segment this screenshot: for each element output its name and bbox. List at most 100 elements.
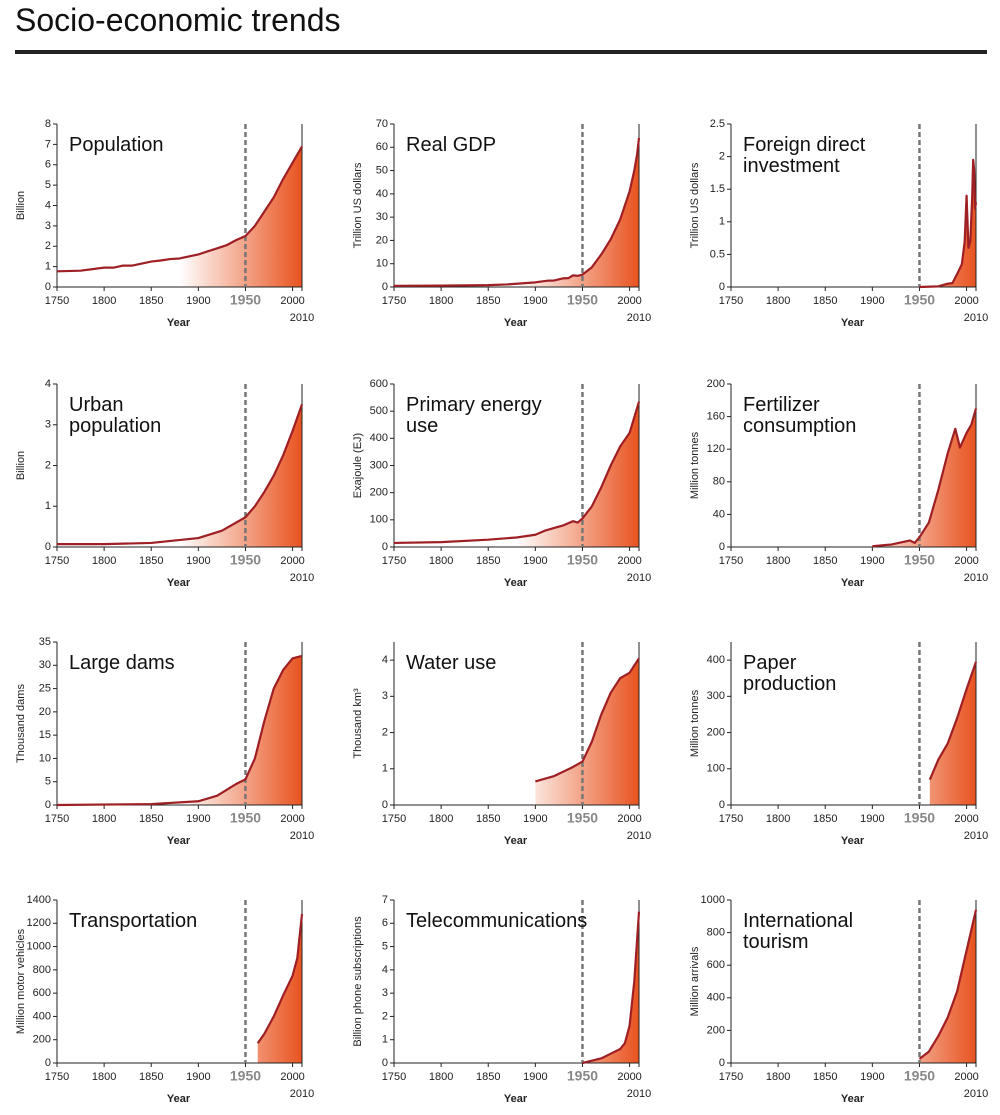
y-tick-label: 300 xyxy=(370,459,388,471)
y-tick-label: 2 xyxy=(382,1010,388,1022)
x-tick-label: 2000 xyxy=(617,295,641,307)
y-axis-label: Billion phone subscriptions xyxy=(352,916,364,1047)
x-axis-label: Year xyxy=(167,577,191,589)
y-tick-label: 15 xyxy=(39,729,51,741)
x-tick-label: 1750 xyxy=(45,813,69,825)
x-tick-label-highlight: 1950 xyxy=(230,810,261,826)
x-tick-label: 2010 xyxy=(627,312,651,324)
panel-title: Primary energy use xyxy=(406,394,542,437)
y-tick-label: 4 xyxy=(45,199,51,211)
x-tick-label: 1900 xyxy=(860,295,884,307)
x-tick-label: 1900 xyxy=(186,813,210,825)
panel-title: Large dams xyxy=(69,652,175,674)
axis-frame xyxy=(393,124,640,288)
x-tick-label: 1800 xyxy=(429,555,453,567)
y-tick-label: 400 xyxy=(707,654,725,666)
axis-frame xyxy=(730,900,977,1064)
y-tick-label: 2 xyxy=(382,726,388,738)
x-tick-label: 2010 xyxy=(964,312,988,324)
x-tick-label-highlight: 1950 xyxy=(904,810,935,826)
axis-frame xyxy=(393,642,640,806)
x-axis-label: Year xyxy=(504,1093,528,1105)
y-tick-label: 1 xyxy=(45,500,51,512)
x-tick-label-highlight: 1950 xyxy=(230,1068,261,1084)
area-fill xyxy=(394,401,639,547)
x-tick-label: 1850 xyxy=(476,1071,500,1083)
x-tick-label: 1750 xyxy=(719,1071,743,1083)
area-fill xyxy=(582,911,639,1063)
x-tick-label-highlight: 1950 xyxy=(904,552,935,568)
x-tick-label: 2010 xyxy=(290,312,314,324)
y-tick-label: 3 xyxy=(382,987,388,999)
y-axis-label: Exajoule (EJ) xyxy=(352,433,364,498)
x-tick-label: 1800 xyxy=(766,1071,790,1083)
y-tick-label: 25 xyxy=(39,682,51,694)
y-tick-label: 2 xyxy=(719,151,725,163)
x-tick-label: 2010 xyxy=(964,572,988,584)
y-tick-label: 30 xyxy=(39,659,51,671)
y-tick-label: 3 xyxy=(382,690,388,702)
y-tick-label: 0 xyxy=(45,799,51,811)
x-tick-label: 1850 xyxy=(139,1071,163,1083)
x-tick-label: 1750 xyxy=(719,813,743,825)
y-axis-label: Thousand km³ xyxy=(352,688,364,759)
area-fill xyxy=(57,146,302,287)
x-tick-label: 1900 xyxy=(186,295,210,307)
y-tick-label: 1 xyxy=(382,1034,388,1046)
y-tick-label: 4 xyxy=(45,378,51,390)
data-line xyxy=(872,408,978,548)
y-axis-label: Trillion US dollars xyxy=(352,162,364,248)
axis-frame xyxy=(56,900,303,1064)
x-tick-label: 1850 xyxy=(476,555,500,567)
area-fill xyxy=(257,913,302,1063)
x-tick-label: 2000 xyxy=(954,555,978,567)
y-axis-label: Trillion US dollars xyxy=(689,162,701,248)
x-tick-label: 1850 xyxy=(813,295,837,307)
area-fill xyxy=(57,655,302,805)
y-tick-label: 0 xyxy=(382,281,388,293)
area-fill xyxy=(919,909,976,1063)
x-tick-label: 2010 xyxy=(964,830,988,842)
x-tick-label: 1750 xyxy=(45,555,69,567)
x-tick-label: 1900 xyxy=(860,555,884,567)
y-tick-label: 5 xyxy=(45,179,51,191)
y-tick-label: 40 xyxy=(713,508,725,520)
x-tick-label-highlight: 1950 xyxy=(230,292,261,308)
y-tick-label: 3 xyxy=(45,220,51,232)
data-line xyxy=(56,654,303,807)
x-tick-label: 1900 xyxy=(186,1071,210,1083)
x-tick-label-highlight: 1950 xyxy=(904,1068,935,1084)
x-tick-label: 1800 xyxy=(766,555,790,567)
panel-title: Transportation xyxy=(69,910,198,932)
x-axis-label: Year xyxy=(841,317,865,329)
x-tick-label: 1800 xyxy=(92,295,116,307)
x-tick-label: 1800 xyxy=(92,1071,116,1083)
area-fill xyxy=(535,658,639,805)
x-tick-label: 1750 xyxy=(382,555,406,567)
x-tick-label: 2000 xyxy=(954,295,978,307)
page-title: Socio-economic trends xyxy=(15,2,341,38)
x-tick-label: 1800 xyxy=(429,813,453,825)
data-line xyxy=(535,657,640,783)
x-tick-label: 1750 xyxy=(45,1071,69,1083)
x-tick-label: 1850 xyxy=(139,555,163,567)
panel-title: Real GDP xyxy=(406,134,497,156)
x-tick-label: 1800 xyxy=(92,813,116,825)
y-tick-label: 120 xyxy=(707,443,725,455)
title-rule xyxy=(15,50,987,54)
x-tick-label: 2010 xyxy=(290,830,314,842)
x-tick-label: 2000 xyxy=(280,813,304,825)
data-line xyxy=(57,404,304,546)
x-tick-label: 2000 xyxy=(954,1071,978,1083)
y-tick-label: 600 xyxy=(33,987,51,999)
y-tick-label: 500 xyxy=(370,405,388,417)
x-tick-label: 1900 xyxy=(523,813,547,825)
y-tick-label: 400 xyxy=(707,992,725,1004)
y-tick-label: 20 xyxy=(39,706,51,718)
x-tick-label: 1850 xyxy=(813,1071,837,1083)
x-tick-label: 1750 xyxy=(719,555,743,567)
y-tick-label: 0 xyxy=(382,799,388,811)
x-tick-label: 1850 xyxy=(476,813,500,825)
x-tick-label: 1750 xyxy=(382,295,406,307)
data-line xyxy=(56,145,303,273)
